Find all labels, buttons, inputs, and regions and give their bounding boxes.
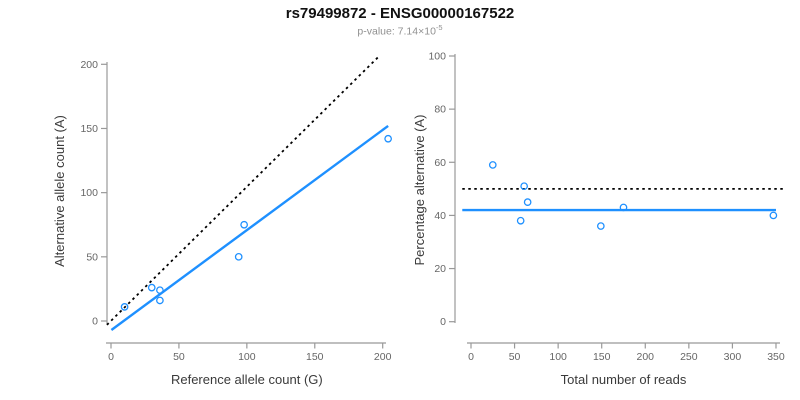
right-panel-y-axis-title: Percentage alternative (A) bbox=[412, 114, 427, 265]
right-panel-x-tick-label: 250 bbox=[680, 351, 698, 363]
left-panel-y-tick-label: 200 bbox=[80, 59, 98, 71]
pvalue-exponent: -5 bbox=[435, 23, 443, 32]
left-panel-x-tick-label: 50 bbox=[173, 351, 185, 363]
left-panel-x-tick-label: 0 bbox=[108, 351, 114, 363]
right-panel-y-tick-label: 20 bbox=[434, 263, 446, 275]
left-panel-identity-line bbox=[106, 54, 381, 326]
figure-subtitle: p-value: 7.14×10-5 bbox=[0, 23, 800, 38]
left-panel-y-tick-label: 50 bbox=[86, 251, 98, 263]
right-panel-y-tick-label: 100 bbox=[428, 51, 446, 63]
right-panel-x-tick-label: 200 bbox=[637, 351, 655, 363]
right-panel-data-point bbox=[769, 211, 778, 220]
right-panel-y-tick-label: 80 bbox=[434, 104, 446, 116]
left-panel-x-tick-label: 150 bbox=[306, 351, 324, 363]
left-panel-x-tick-label: 100 bbox=[238, 351, 256, 363]
right-panel-x-tick-label: 150 bbox=[593, 351, 611, 363]
figure-title: rs79499872 - ENSG00000167522 bbox=[285, 5, 515, 22]
pvalue-base: 7.14×10 bbox=[397, 25, 436, 38]
right-panel-x-tick-label: 100 bbox=[549, 351, 567, 363]
left-panel-y-axis-title: Alternative allele count (A) bbox=[52, 115, 67, 267]
right-panel-x-axis-title: Total number of reads bbox=[561, 372, 687, 387]
right-panel-x-tick-label: 0 bbox=[468, 351, 474, 363]
right-panel-data-point bbox=[516, 216, 525, 225]
right-panel-data-point bbox=[596, 222, 605, 230]
right-panel-y-tick-label: 0 bbox=[440, 316, 446, 328]
right-panel-data-point bbox=[619, 203, 628, 212]
left-panel-regression-line bbox=[110, 124, 389, 331]
right-panel-x-tick-label: 300 bbox=[724, 351, 742, 363]
left-panel-x-axis-title: Reference allele count (G) bbox=[171, 372, 323, 387]
left-panel-y-tick-label: 100 bbox=[80, 187, 98, 199]
right-panel-data-point bbox=[488, 161, 497, 169]
right-panel-data-point bbox=[520, 182, 529, 191]
right-panel-x-tick-label: 350 bbox=[767, 351, 785, 363]
left-panel-data-point bbox=[234, 252, 243, 261]
left-panel-data-point bbox=[120, 303, 129, 311]
left-panel-data-point bbox=[156, 296, 164, 305]
left-panel-y-tick-label: 0 bbox=[92, 316, 98, 328]
left-panel-data-point bbox=[156, 286, 164, 295]
left-panel-data-point bbox=[240, 220, 248, 229]
left-panel-x-tick-label: 200 bbox=[374, 351, 392, 363]
right-panel-y-tick-label: 40 bbox=[434, 210, 446, 222]
left-panel-data-point bbox=[147, 283, 156, 292]
pvalue-prefix: p-value: bbox=[357, 25, 398, 38]
right-panel-y-tick-label: 60 bbox=[434, 157, 446, 169]
left-panel-y-tick-label: 150 bbox=[80, 123, 98, 135]
left-panel-data-point bbox=[384, 134, 392, 143]
right-panel-x-tick-label: 50 bbox=[509, 351, 521, 363]
right-panel-data-point bbox=[523, 198, 532, 206]
